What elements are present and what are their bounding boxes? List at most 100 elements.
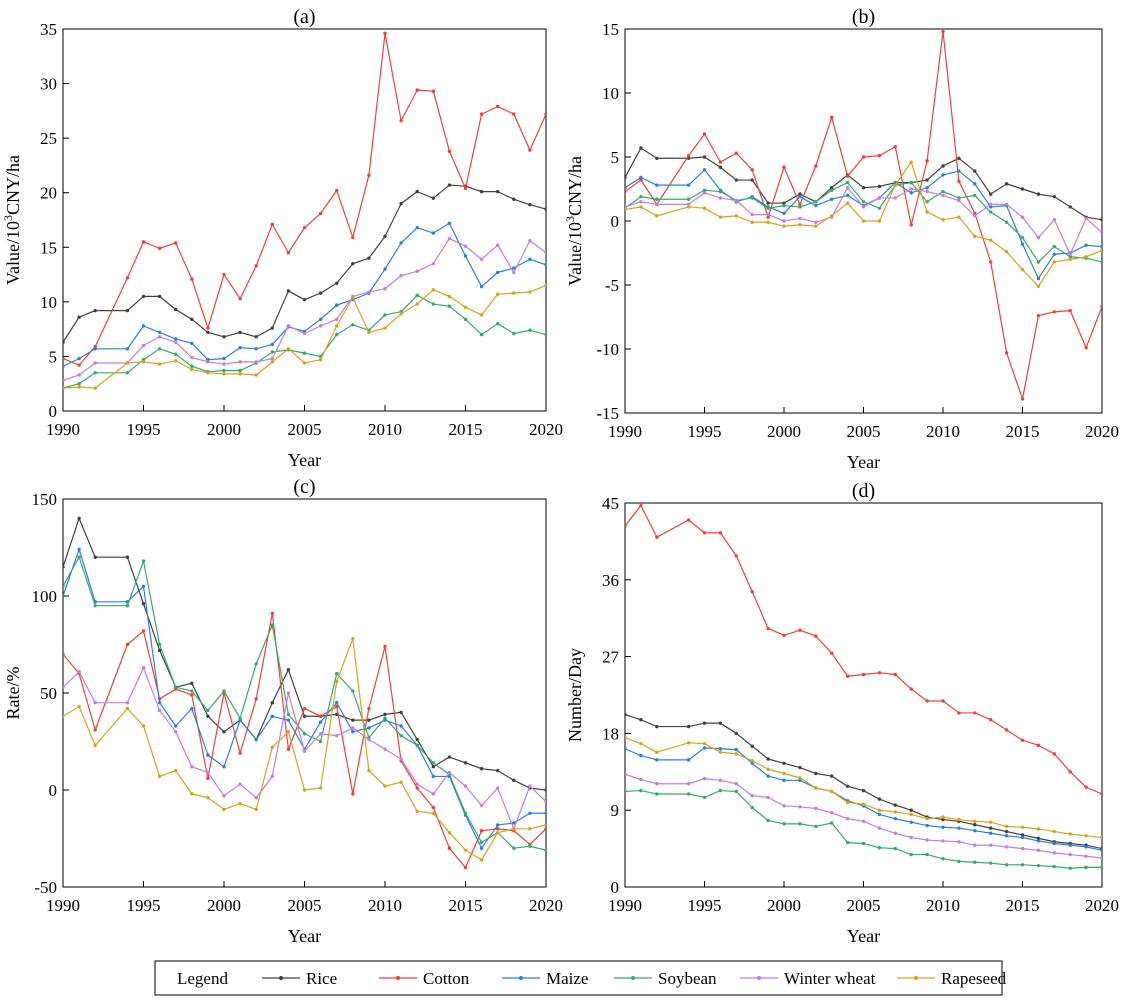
data-point [893, 803, 897, 807]
data-point [63, 364, 65, 368]
data-point [830, 821, 834, 825]
data-point [399, 118, 403, 123]
data-point [447, 755, 452, 759]
data-point [1004, 824, 1009, 829]
data-point [782, 804, 786, 808]
data-point [686, 518, 691, 522]
data-point [431, 302, 435, 306]
data-point [254, 796, 258, 800]
data-point [1020, 242, 1025, 246]
data-point [479, 112, 484, 116]
data-point [141, 240, 146, 244]
data-point [639, 194, 643, 199]
data-point [270, 356, 274, 361]
data-point [63, 378, 65, 383]
data-point [1052, 252, 1057, 256]
data-point [447, 149, 452, 153]
data-point [63, 652, 65, 656]
y-tick-label: 15 [602, 20, 619, 39]
data-point [798, 765, 802, 770]
data-point [254, 360, 258, 364]
legend-frame [154, 960, 1003, 996]
data-point [877, 219, 882, 223]
data-point [655, 535, 659, 539]
data-point [782, 203, 786, 208]
data-point [125, 361, 130, 365]
data-point [222, 730, 226, 734]
data-point [431, 774, 435, 779]
data-point [909, 852, 913, 857]
data-point [798, 205, 802, 209]
data-point [877, 196, 882, 200]
data-point [973, 819, 977, 823]
data-point [766, 215, 770, 219]
data-point [845, 784, 850, 789]
data-point [798, 628, 802, 632]
data-point [989, 205, 993, 209]
data-point [1020, 187, 1025, 191]
data-point [1068, 770, 1072, 774]
data-point [367, 718, 371, 722]
series-line-soybean [625, 789, 1102, 869]
data-point [925, 210, 929, 214]
data-point [909, 835, 913, 840]
data-point [686, 197, 691, 201]
data-point [639, 200, 643, 204]
data-point [1084, 346, 1088, 350]
data-point [845, 186, 850, 190]
legend-marker [396, 976, 400, 980]
data-point [463, 186, 468, 191]
data-point [463, 317, 468, 322]
data-point [909, 808, 913, 812]
data-point [782, 211, 786, 216]
y-tick-label: 10 [602, 84, 619, 103]
data-point [686, 792, 691, 796]
data-point [734, 198, 738, 203]
data-point [925, 189, 929, 194]
legend-label: Winter wheat [784, 969, 876, 988]
y-tick-label: 10 [40, 293, 57, 312]
data-point [830, 197, 834, 201]
data-point [335, 303, 339, 307]
data-point [1052, 864, 1057, 869]
data-point [93, 347, 97, 351]
data-point [989, 238, 993, 242]
data-point [973, 182, 977, 186]
data-point [766, 220, 770, 224]
data-point [909, 160, 913, 164]
data-point [544, 207, 546, 211]
data-point [782, 224, 786, 228]
data-point [206, 708, 210, 713]
data-point [335, 332, 339, 337]
data-point [63, 714, 65, 718]
data-point [512, 270, 516, 275]
data-point [750, 220, 754, 224]
data-point [798, 202, 802, 207]
data-point [941, 699, 945, 703]
data-point [1004, 250, 1009, 254]
data-point [989, 210, 993, 214]
legend-item-cotton: Cotton [379, 969, 470, 988]
x-tick-label: 2000 [767, 422, 801, 441]
data-point [957, 169, 961, 173]
data-point [1084, 845, 1088, 849]
series-line-rice [63, 517, 546, 791]
data-point [639, 146, 643, 150]
data-point [174, 337, 178, 341]
data-point [750, 793, 754, 798]
data-point [625, 772, 627, 777]
data-point [63, 594, 65, 598]
data-point [973, 193, 977, 198]
data-point [544, 332, 546, 337]
data-point [1100, 856, 1102, 860]
data-point [157, 347, 162, 351]
y-tick-label: 30 [40, 75, 57, 94]
data-point [125, 276, 130, 280]
data-point [286, 251, 291, 255]
data-point [415, 269, 419, 273]
data-point [496, 786, 500, 790]
data-point [447, 236, 452, 241]
data-point [318, 324, 323, 328]
data-point [814, 806, 818, 811]
legend-label: Soybean [658, 969, 717, 988]
